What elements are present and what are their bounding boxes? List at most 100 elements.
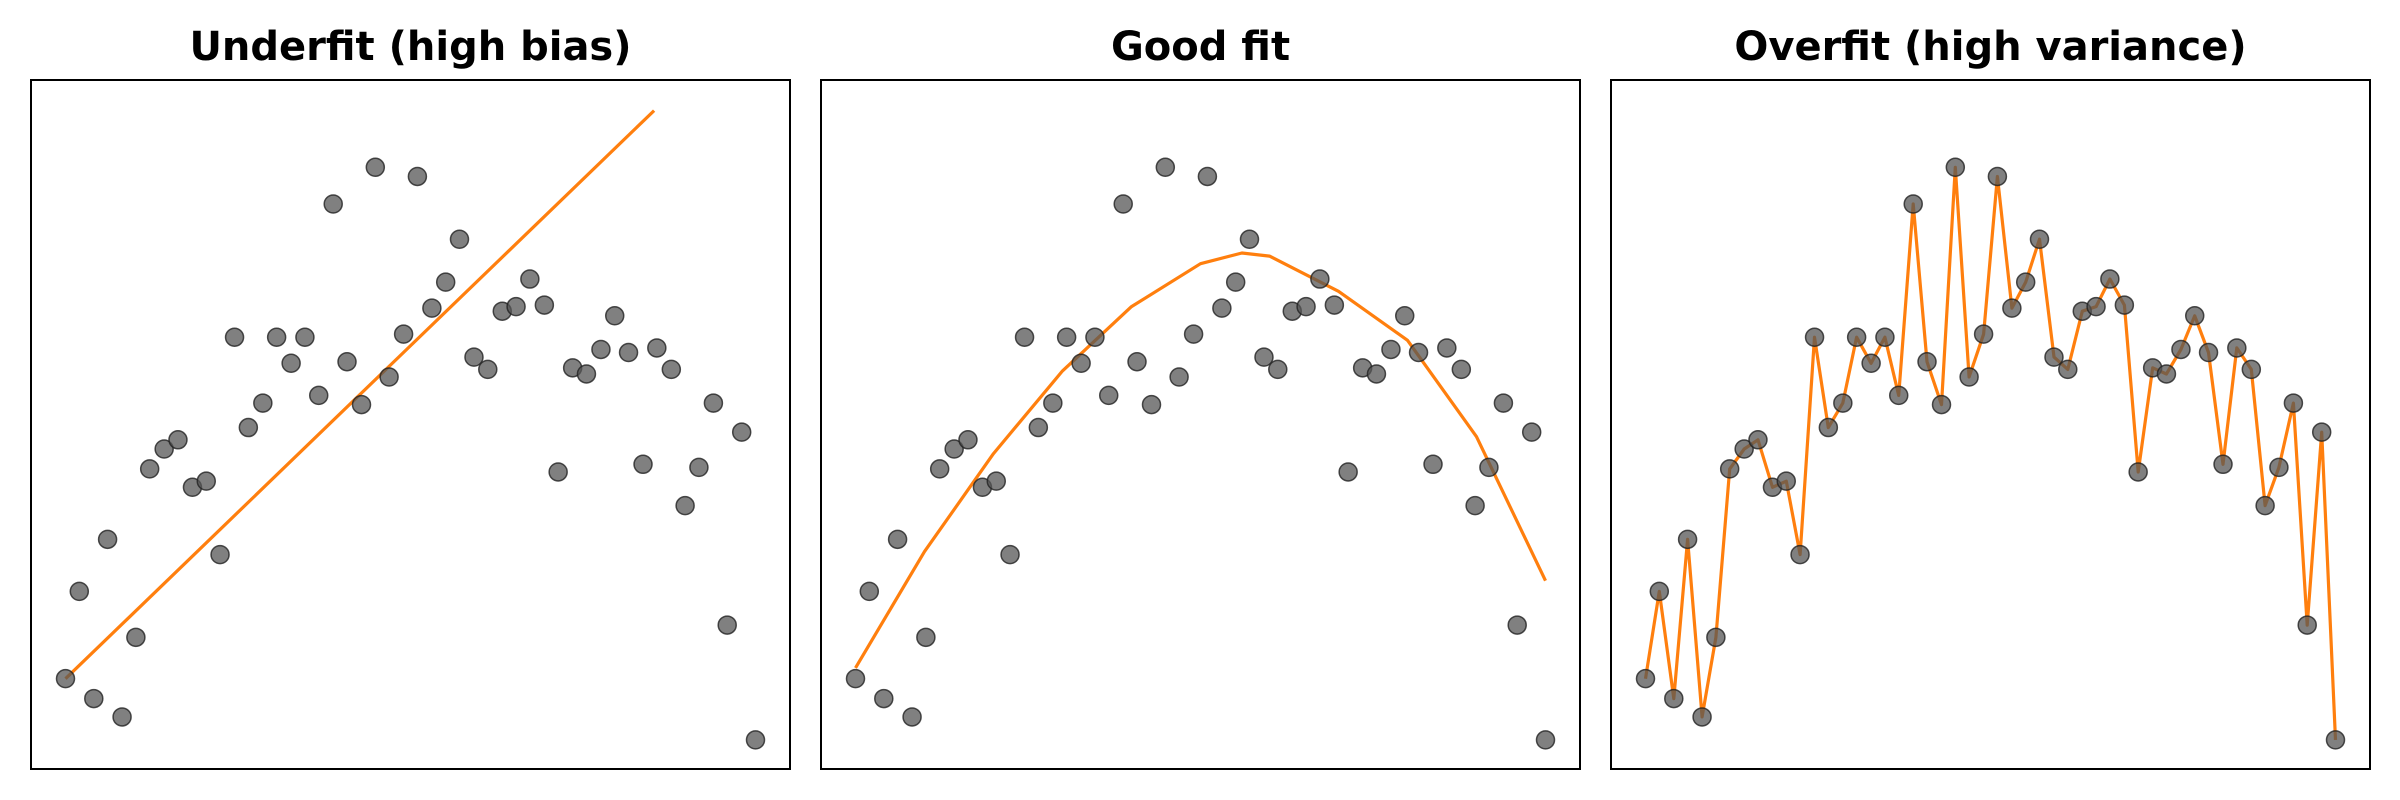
data-point (253, 393, 273, 413)
data-point (2227, 338, 2247, 358)
data-point (196, 471, 217, 491)
data-point (2311, 422, 2332, 442)
data-point (1310, 269, 1330, 289)
data-point (2241, 359, 2262, 380)
data-point (745, 730, 766, 750)
panel-title: Good fit (1111, 24, 1290, 70)
data-point (874, 688, 894, 709)
data-point (633, 454, 653, 475)
data-point (2171, 339, 2191, 360)
fit-line (854, 251, 1547, 669)
data-point (1197, 166, 1218, 187)
data-point (1437, 338, 1457, 358)
data-point (224, 327, 245, 347)
data-point (295, 327, 315, 347)
data-point (1423, 454, 1443, 475)
data-point (365, 157, 386, 178)
plot-frame (820, 79, 1581, 770)
data-point (1014, 327, 1035, 347)
data-point (308, 385, 329, 406)
data-point (1973, 324, 1994, 344)
data-point (1169, 367, 1189, 387)
data-point (1479, 457, 1499, 478)
data-point (576, 364, 597, 384)
data-point (1394, 306, 1415, 326)
data-point (929, 459, 950, 479)
data-point (1155, 157, 1176, 178)
data-point (1790, 544, 1810, 565)
data-point (958, 430, 978, 450)
data-point (69, 581, 90, 602)
data-point (2128, 462, 2148, 482)
data-point (281, 353, 301, 374)
data-point (1818, 417, 1839, 438)
data-point (2297, 615, 2317, 635)
data-point (266, 327, 287, 347)
data-point (1000, 544, 1020, 565)
data-point (2283, 393, 2304, 413)
data-point (2198, 342, 2219, 363)
data-point (1225, 272, 1246, 292)
data-point (618, 342, 639, 363)
data-point (1408, 342, 1429, 363)
data-point (1381, 339, 1401, 360)
data-point (1888, 385, 1909, 406)
panel-title: Overfit (high variance) (1734, 24, 2246, 70)
data-point (2325, 730, 2346, 750)
data-point (1521, 422, 1542, 442)
data-point (464, 347, 484, 367)
data-point (449, 229, 470, 249)
data-point (337, 351, 357, 372)
data-point (1324, 295, 1345, 315)
data-point (1056, 327, 1077, 347)
data-point (2100, 269, 2120, 289)
data-point (1635, 668, 1656, 689)
data-point (351, 394, 372, 415)
data-point (1028, 417, 1049, 438)
data-point (1098, 385, 1119, 406)
data-point (1846, 327, 1867, 347)
data-point (703, 393, 724, 413)
panel-title: Underfit (high bias) (189, 24, 631, 70)
data-point (1493, 393, 1514, 413)
data-point (139, 459, 160, 479)
data-point (2044, 347, 2064, 367)
data-point (1833, 393, 1853, 413)
data-point (1677, 529, 1698, 550)
data-point (126, 627, 146, 648)
data-point (661, 359, 682, 380)
data-point (845, 668, 866, 689)
data-point (379, 367, 399, 387)
data-point (1748, 430, 1768, 450)
data-point (1959, 367, 1979, 387)
data-point (1296, 296, 1316, 317)
data-point (1987, 166, 2008, 187)
data-point (2029, 229, 2050, 249)
data-point (731, 422, 752, 442)
data-point (1649, 581, 1670, 602)
data-point (1507, 615, 1527, 635)
data-point (2184, 306, 2205, 326)
data-point (210, 544, 230, 565)
data-point (1113, 194, 1133, 214)
data-point (1071, 353, 1091, 374)
data-point (323, 194, 343, 214)
data-point (548, 462, 568, 482)
data-point (1085, 327, 1105, 347)
data-point (1945, 157, 1966, 178)
data-point (675, 495, 695, 516)
data-point (1917, 351, 1937, 372)
data-point (407, 166, 428, 187)
data-point (2015, 272, 2036, 292)
data-point (604, 306, 625, 326)
data-point (238, 417, 259, 438)
data-point (1692, 707, 1712, 727)
data-point (689, 457, 709, 478)
data-point (1734, 439, 1754, 459)
data-point (393, 324, 414, 344)
data-point (1127, 351, 1147, 372)
plot-frame (30, 79, 791, 770)
data-point (1875, 327, 1895, 347)
data-point (986, 471, 1007, 491)
